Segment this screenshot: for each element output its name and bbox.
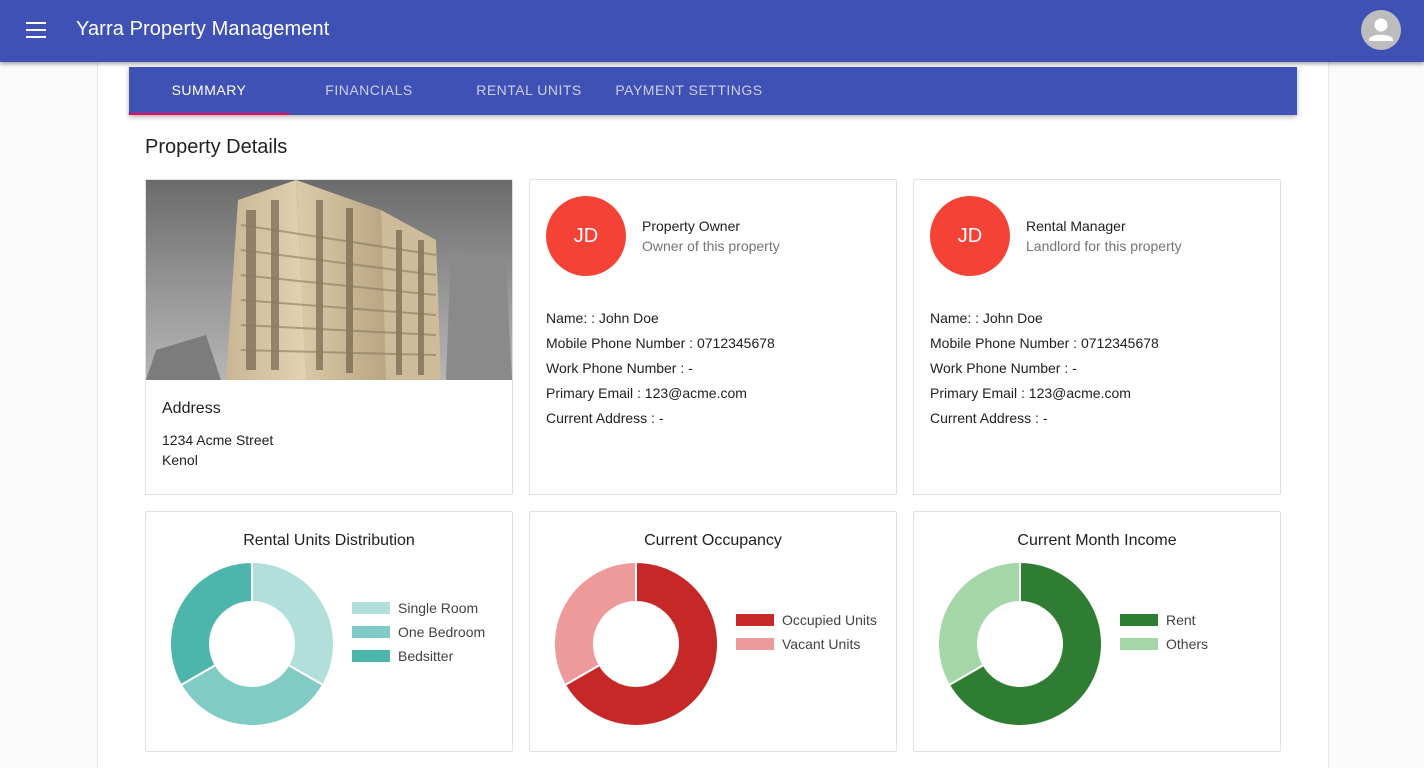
legend-swatch — [352, 602, 390, 614]
app-title: Yarra Property Management — [76, 18, 330, 40]
tab-financials[interactable]: FINANCIALS — [325, 82, 413, 98]
slice-vacant-units[interactable] — [553, 560, 637, 687]
owner-role: Property Owner — [642, 218, 741, 234]
manager-work-phone: Work Phone Number : - — [930, 360, 1077, 376]
slice-single-room[interactable] — [251, 560, 335, 687]
rental-units-chart-card: Rental Units Distribution Single Room One… — [145, 511, 513, 752]
tab-indicator — [129, 113, 289, 115]
tab-rental-units[interactable]: RENTAL UNITS — [476, 82, 582, 98]
legend-label: One Bedroom — [398, 624, 486, 640]
legend-label: Occupied Units — [782, 612, 877, 628]
tab-summary[interactable]: SUMMARY — [171, 82, 247, 98]
app-bar: Yarra Property Management — [0, 0, 1424, 62]
manager-email: Primary Email : 123@acme.com — [930, 385, 1131, 401]
owner-work-phone: Work Phone Number : - — [546, 360, 693, 376]
owner-address: Current Address : - — [546, 410, 664, 426]
address-line-2: Kenol — [162, 452, 198, 468]
building-photo — [146, 180, 512, 380]
owner-avatar: JD — [546, 196, 626, 276]
occupancy-chart-card: Current Occupancy Occupied Units Vacant U… — [529, 511, 897, 752]
manager-role-desc: Landlord for this property — [1026, 238, 1182, 254]
address-label: Address — [162, 400, 221, 417]
manager-role: Rental Manager — [1026, 218, 1126, 234]
account-icon[interactable] — [1361, 10, 1401, 50]
tab-bar: SUMMARY FINANCIALS RENTAL UNITS PAYMENT … — [129, 67, 1297, 115]
manager-avatar: JD — [930, 196, 1010, 276]
chart-title: Current Occupancy — [644, 532, 782, 549]
legend-swatch — [1120, 614, 1158, 626]
legend-swatch — [736, 638, 774, 650]
owner-name: Name: : John Doe — [546, 310, 659, 326]
legend-swatch — [1120, 638, 1158, 650]
slice-one-bedroom[interactable] — [179, 663, 325, 727]
tab-payment-settings[interactable]: PAYMENT SETTINGS — [615, 82, 763, 98]
legend-label: Rent — [1166, 612, 1196, 628]
legend-label: Bedsitter — [398, 648, 454, 664]
chart-title: Rental Units Distribution — [243, 532, 415, 549]
manager-name: Name: : John Doe — [930, 310, 1043, 326]
menu-icon[interactable] — [26, 22, 46, 38]
income-chart-card: Current Month Income Rent Others — [913, 511, 1281, 752]
donut-chart — [169, 560, 335, 727]
section-title: Property Details — [145, 136, 288, 158]
slice-rent[interactable] — [947, 560, 1103, 727]
manager-card: JD Rental Manager Landlord for this prop… — [913, 179, 1281, 495]
legend-label: Others — [1166, 636, 1209, 652]
slice-occupied-units[interactable] — [563, 560, 719, 727]
address-line-1: 1234 Acme Street — [162, 432, 274, 448]
chart-title: Current Month Income — [1017, 532, 1177, 549]
slice-others[interactable] — [937, 560, 1021, 687]
donut-chart — [937, 560, 1103, 727]
legend-swatch — [736, 614, 774, 626]
donut-chart — [553, 560, 719, 727]
manager-mobile: Mobile Phone Number : 0712345678 — [930, 335, 1159, 351]
owner-email: Primary Email : 123@acme.com — [546, 385, 747, 401]
slice-bedsitter[interactable] — [169, 560, 253, 687]
manager-address: Current Address : - — [930, 410, 1048, 426]
owner-role-desc: Owner of this property — [642, 238, 780, 254]
legend-swatch — [352, 650, 390, 662]
legend-swatch — [352, 626, 390, 638]
property-card: Address 1234 Acme Street Kenol — [145, 179, 513, 495]
legend-label: Vacant Units — [782, 636, 861, 652]
legend-label: Single Room — [398, 600, 479, 616]
owner-mobile: Mobile Phone Number : 0712345678 — [546, 335, 775, 351]
owner-card: JD Property Owner Owner of this property… — [529, 179, 897, 495]
